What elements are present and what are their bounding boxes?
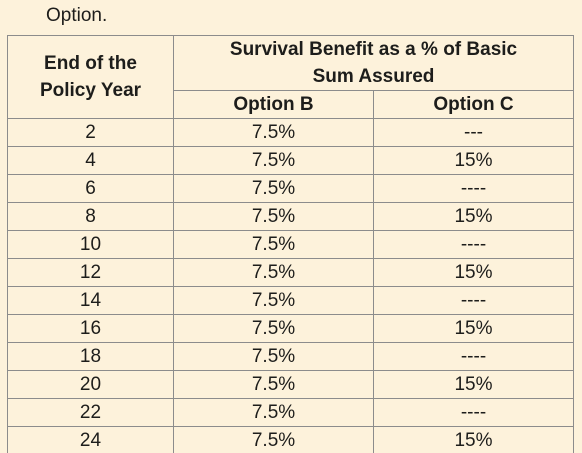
option-b-cell: 7.5% <box>173 202 374 231</box>
option-b-cell: 7.5% <box>173 314 374 343</box>
option-c-cell: ---- <box>372 230 575 259</box>
table-row: 22 7.5% ---- <box>7 398 575 427</box>
option-c-cell: ---- <box>372 174 575 203</box>
table-body: 2 7.5% --- 4 7.5% 15% 6 7.5% ---- 8 7.5% 15% 10 7.5% -… <box>7 118 575 453</box>
year-cell: 8 <box>7 202 174 231</box>
year-cell: 10 <box>7 230 174 259</box>
survival-benefit-table: End of the Policy Year Survival Benefit … <box>7 35 575 453</box>
option-b-cell: 7.5% <box>173 398 374 427</box>
table-header: End of the Policy Year Survival Benefit … <box>7 35 575 119</box>
year-cell: 6 <box>7 174 174 203</box>
year-header-line1: End of the <box>44 53 137 74</box>
option-b-header: Option B <box>173 90 374 119</box>
benefit-header-line2: Sum Assured <box>312 66 435 87</box>
year-cell: 14 <box>7 286 174 315</box>
intro-text: Option. <box>46 5 108 26</box>
option-b-cell: 7.5% <box>173 286 374 315</box>
option-c-cell: 15% <box>372 314 575 343</box>
option-b-cell: 7.5% <box>173 174 374 203</box>
table-row: 12 7.5% 15% <box>7 258 575 287</box>
year-header-line2: Policy Year <box>39 80 142 101</box>
benefit-header-line1: Survival Benefit as a % of Basic <box>229 39 518 60</box>
year-cell: 18 <box>7 342 174 371</box>
table-row: 6 7.5% ---- <box>7 174 575 203</box>
table-row: 8 7.5% 15% <box>7 202 575 231</box>
table-row: 20 7.5% 15% <box>7 370 575 399</box>
year-cell: 22 <box>7 398 174 427</box>
option-b-cell: 7.5% <box>173 230 374 259</box>
option-b-cell: 7.5% <box>173 342 374 371</box>
option-c-cell: ---- <box>372 342 575 371</box>
option-c-cell: 15% <box>372 146 575 175</box>
option-c-cell: --- <box>372 118 575 147</box>
option-c-cell: 15% <box>372 202 575 231</box>
option-b-cell: 7.5% <box>173 118 374 147</box>
table-row: 18 7.5% ---- <box>7 342 575 371</box>
table-row: 10 7.5% ---- <box>7 230 575 259</box>
table-row: 14 7.5% ---- <box>7 286 575 315</box>
year-cell: 16 <box>7 314 174 343</box>
year-cell: 4 <box>7 146 174 175</box>
year-cell: 12 <box>7 258 174 287</box>
option-c-cell: ---- <box>372 398 575 427</box>
option-c-cell: 15% <box>372 426 575 453</box>
option-c-cell: 15% <box>372 370 575 399</box>
option-b-cell: 7.5% <box>173 258 374 287</box>
table-row: 24 7.5% 15% <box>7 426 575 453</box>
table-row: 2 7.5% --- <box>7 118 575 147</box>
table-row: 4 7.5% 15% <box>7 146 575 175</box>
table-row: 16 7.5% 15% <box>7 314 575 343</box>
year-cell: 20 <box>7 370 174 399</box>
option-c-cell: ---- <box>372 286 575 315</box>
option-b-cell: 7.5% <box>173 426 374 453</box>
year-cell: 2 <box>7 118 174 147</box>
option-c-header: Option C <box>372 90 575 119</box>
benefit-group-header: Survival Benefit as a % of Basic Sum Ass… <box>172 35 575 91</box>
year-cell: 24 <box>7 426 174 453</box>
option-c-cell: 15% <box>372 258 575 287</box>
option-b-cell: 7.5% <box>173 370 374 399</box>
option-b-cell: 7.5% <box>173 146 374 175</box>
year-column-header: End of the Policy Year <box>7 35 174 119</box>
